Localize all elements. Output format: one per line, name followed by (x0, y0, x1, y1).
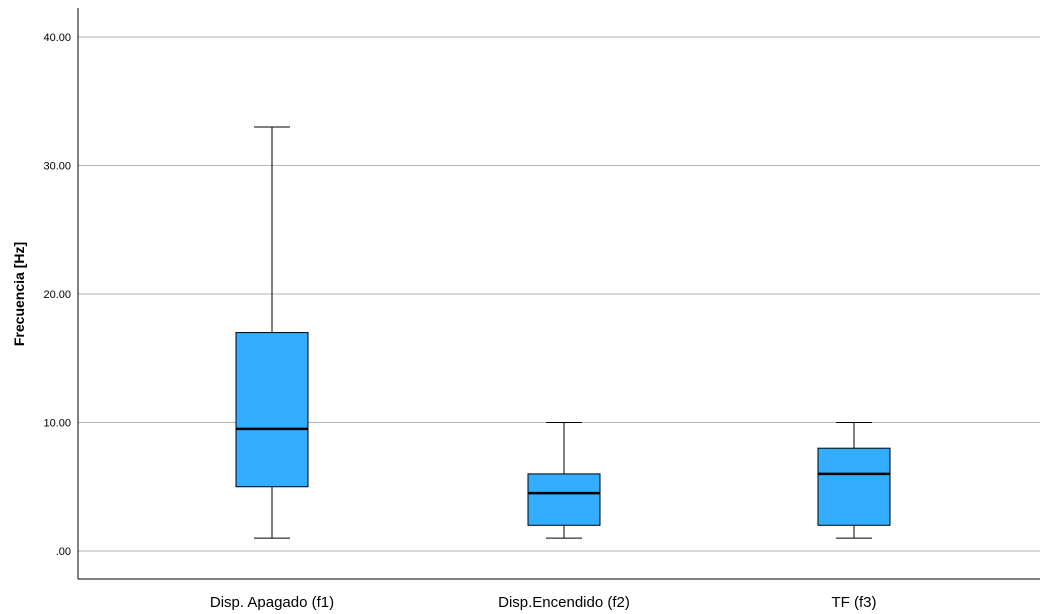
axes (77, 8, 1040, 580)
box-1 (235, 126, 309, 539)
box-2 (527, 422, 601, 539)
iqr-box (817, 447, 891, 526)
y-tick-label: 20.00 (43, 289, 71, 301)
y-tick-label: .00 (56, 546, 71, 558)
x-category-label: Disp.Encendido (f2) (498, 594, 630, 611)
iqr-box (527, 473, 601, 526)
y-axis-title: Frecuencia [Hz] (11, 242, 27, 346)
y-tick-label: 10.00 (43, 418, 71, 430)
x-category-labels: Disp. Apagado (f1) Disp.Encendido (f2) TF … (210, 594, 877, 611)
box-series (235, 126, 891, 539)
x-category-label: Disp. Apagado (f1) (210, 594, 334, 611)
y-tick-labels: .00 10.00 20.00 30.00 40.00 (43, 32, 71, 558)
box-3 (817, 422, 891, 539)
y-tick-label: 30.00 (43, 161, 71, 173)
y-tick-label: 40.00 (43, 32, 71, 44)
iqr-box (235, 332, 309, 488)
x-category-label: TF (f3) (832, 594, 877, 611)
